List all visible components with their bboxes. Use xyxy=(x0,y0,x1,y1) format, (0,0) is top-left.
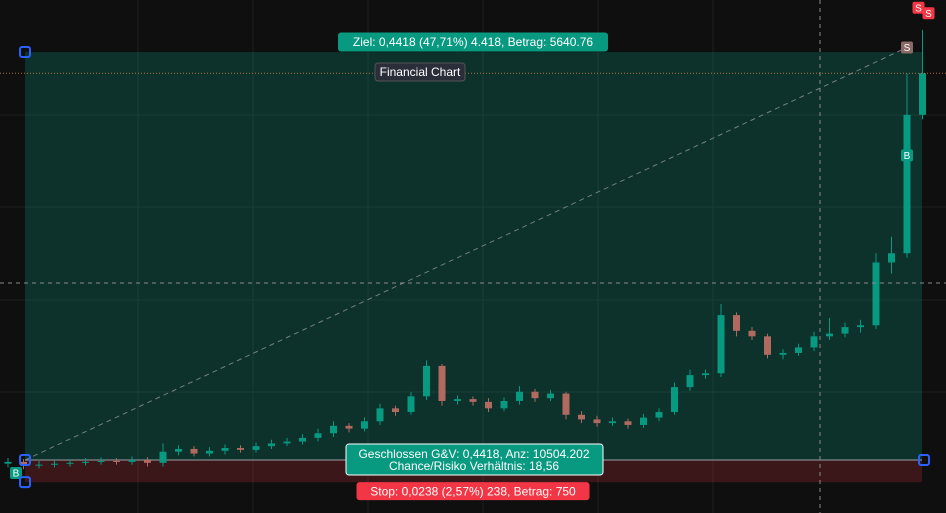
trade-marker-label: S xyxy=(915,3,922,14)
candle-body xyxy=(330,425,337,434)
trade-marker xyxy=(922,7,935,20)
candle-body xyxy=(206,450,213,454)
drag-handle[interactable] xyxy=(918,454,930,467)
candle-body xyxy=(919,73,926,115)
candle-body xyxy=(624,421,632,425)
candle-body xyxy=(51,463,58,465)
candle-body xyxy=(82,461,89,463)
candle-body xyxy=(469,399,477,402)
label-text: Ziel: 0,4418 (47,71%) 4.418, Betrag: 564… xyxy=(353,35,593,49)
target-zone xyxy=(25,52,922,461)
candle-body xyxy=(283,441,291,444)
candle-body xyxy=(35,464,43,466)
candle-body xyxy=(392,408,399,413)
candle-body xyxy=(376,408,384,422)
candle-body xyxy=(423,365,430,397)
trade-marker-label: B xyxy=(13,469,20,480)
candle-body xyxy=(562,393,570,415)
label-box xyxy=(338,32,608,52)
drag-handle[interactable] xyxy=(19,476,31,489)
candle-body xyxy=(221,448,229,451)
label-text: Financial Chart xyxy=(380,65,461,79)
candle-body xyxy=(903,114,911,254)
drag-handle[interactable] xyxy=(19,454,31,467)
candle-body xyxy=(237,448,244,450)
trade-path xyxy=(24,46,908,461)
trade-marker-label: S xyxy=(904,43,911,54)
candle-body xyxy=(97,460,105,462)
trade-marker xyxy=(901,149,913,162)
trade-marker-label: S xyxy=(925,9,932,20)
trade-marker xyxy=(912,1,925,14)
candle-body xyxy=(888,253,895,263)
candle-body xyxy=(500,400,508,409)
candle-body xyxy=(702,373,709,376)
candle-body xyxy=(20,461,27,466)
candle-body xyxy=(128,460,136,462)
label-text: Chance/Risiko Verhältnis: 18,56 xyxy=(389,459,559,473)
candle-body xyxy=(113,460,120,462)
candle-body xyxy=(578,414,585,420)
candle-body xyxy=(857,325,864,328)
candle-body xyxy=(4,461,12,464)
candle-body xyxy=(779,352,787,355)
label-box xyxy=(374,62,466,82)
candle-body xyxy=(454,399,461,401)
candle-body xyxy=(671,387,678,413)
candle-body xyxy=(547,393,554,399)
candle-body xyxy=(593,419,601,424)
candle-body xyxy=(144,460,151,463)
candle-body xyxy=(516,391,523,401)
candle-body xyxy=(795,347,802,353)
position-tool xyxy=(25,52,922,483)
candle-body xyxy=(268,443,275,447)
candle-body xyxy=(190,448,198,454)
candle-body xyxy=(655,412,663,418)
candle-body xyxy=(175,448,182,452)
candle-body xyxy=(345,425,353,429)
trade-marker xyxy=(10,466,22,479)
candle-body xyxy=(314,433,322,438)
candle-body xyxy=(485,401,492,409)
candle-body xyxy=(159,451,167,463)
candle-body xyxy=(717,315,725,374)
candle-body xyxy=(826,333,833,337)
candle-body xyxy=(810,336,818,348)
candles xyxy=(4,29,926,470)
candle-body xyxy=(299,437,306,442)
trade-marker xyxy=(901,41,913,54)
candle-body xyxy=(841,327,849,334)
label-text: Stop: 0,0238 (2,57%) 238, Betrag: 750 xyxy=(370,484,576,498)
candle-body xyxy=(748,330,756,337)
candle-body xyxy=(733,315,740,331)
label-box xyxy=(356,482,590,501)
trade-marker-label: B xyxy=(904,151,911,162)
label-text: Geschlossen G&V: 0,4418, Anz: 10504.202 xyxy=(358,447,589,461)
candle-body xyxy=(361,421,368,429)
candle-body xyxy=(252,446,260,450)
candle-body xyxy=(66,462,74,464)
candle-body xyxy=(640,417,647,425)
candle-body xyxy=(407,396,415,413)
candle-body xyxy=(609,421,616,424)
candle-body xyxy=(872,262,880,326)
drag-handle[interactable] xyxy=(19,46,31,59)
candle-body xyxy=(438,365,446,401)
candle-body xyxy=(686,375,694,388)
candle-body xyxy=(764,336,771,355)
candle-body xyxy=(531,391,539,399)
label-box xyxy=(345,443,604,476)
